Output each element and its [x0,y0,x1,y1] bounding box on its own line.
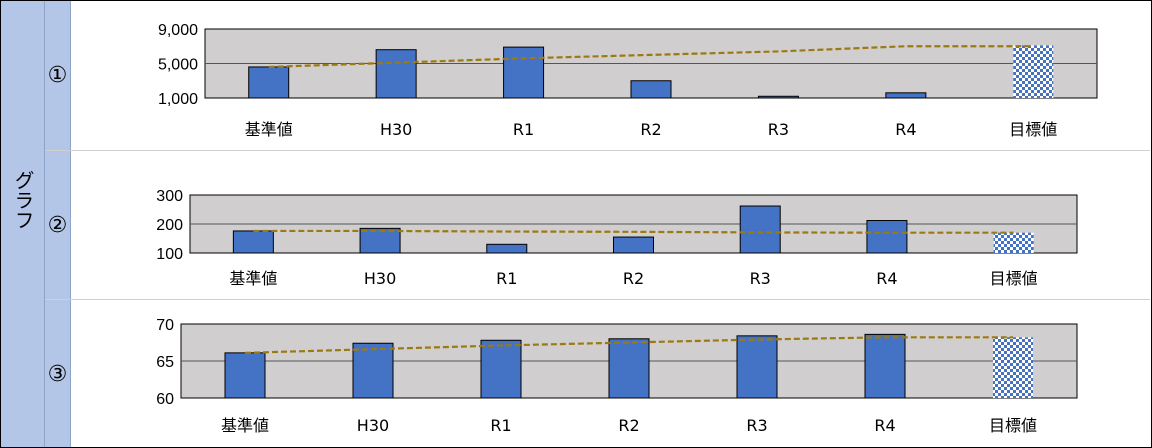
category-label: R1 [513,120,534,139]
category-label: R4 [874,416,895,435]
category-label: H30 [380,120,412,139]
category-label: 基準値 [229,269,277,288]
trend-line [268,45,1034,69]
bar [359,227,401,254]
bar [232,230,274,254]
side-column: グラフ [0,0,45,448]
category-label: R1 [490,416,511,435]
bar [613,236,654,254]
row-divider [45,299,1150,300]
bar [503,46,545,99]
category-label: R2 [623,269,644,288]
category-label: R3 [746,416,767,435]
bar [630,80,672,99]
category-label: R3 [750,269,771,288]
row-number-2: ② [45,151,71,299]
y-tick-label: 5,000 [158,57,198,74]
y-tick-label: 65 [156,354,174,371]
bar [739,205,781,254]
bar [757,95,799,99]
category-label: H30 [364,269,396,288]
category-label: R3 [768,120,789,139]
y-tick-label: 300 [156,188,183,205]
bar [866,220,908,254]
bar [486,243,528,254]
chart-1: 9,000 5,000 1,000 基準値 H30 R1 R2 R3 R4 目標値 [158,22,1098,139]
category-label: R1 [496,269,517,288]
category-label: 基準値 [245,120,293,139]
bar [352,342,394,399]
trend-line [244,336,1013,354]
y-tick-label: 60 [156,391,174,408]
y-tick-label: 70 [156,317,174,334]
category-label: R4 [876,269,897,288]
bar [375,49,417,99]
y-tick-label: 200 [156,217,183,234]
bar [224,352,266,399]
category-label: R2 [640,120,661,139]
y-tick-label: 100 [156,246,183,263]
side-label: グラフ [11,170,35,230]
row-number-3: ③ [45,300,71,448]
trend-line [253,229,1014,234]
target-bar [1013,45,1054,98]
y-tick-label: 9,000 [158,22,198,39]
row-number-1: ① [45,0,71,150]
target-bar [993,232,1034,253]
chart-3: 70 65 60 基準値 H30 R1 R2 R3 R4 目標値 [156,317,1078,435]
target-bar [993,337,1033,398]
row-divider [45,150,1150,151]
bar [480,339,522,399]
category-label: 目標値 [989,416,1037,435]
category-label: H30 [357,416,389,435]
y-tick-label: 1,000 [158,91,198,108]
category-label: 目標値 [1009,120,1057,139]
bar [885,92,927,99]
bar [608,338,650,399]
category-label: R2 [618,416,639,435]
bar [736,335,778,399]
bar [864,333,906,399]
bar [248,66,290,99]
category-label: R4 [895,120,916,139]
category-label: 目標値 [990,269,1038,288]
chart-2: 300 200 100 基準値 H30 R1 R2 R3 R4 目標値 [156,188,1078,288]
category-label: 基準値 [221,416,269,435]
